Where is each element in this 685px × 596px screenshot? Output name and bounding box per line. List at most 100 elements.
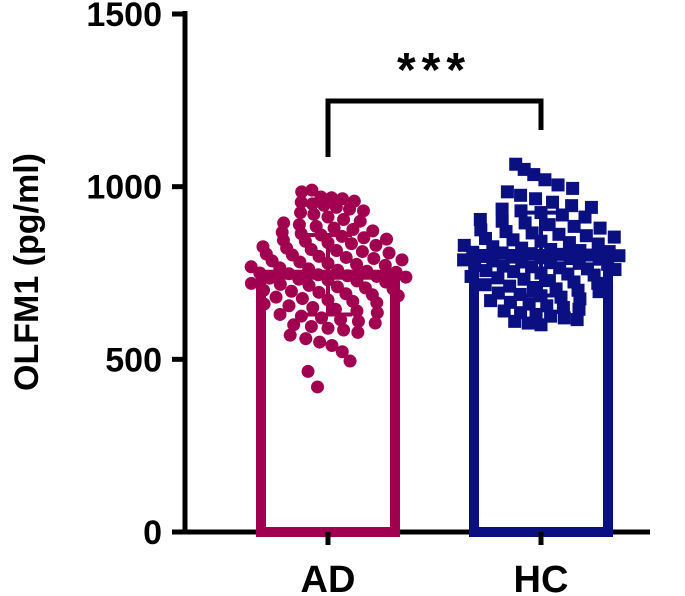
data-point-ad (273, 307, 287, 321)
data-point-hc (557, 311, 571, 325)
data-point-ad (346, 222, 360, 236)
data-point-ad (295, 185, 309, 199)
data-point-ad (299, 332, 313, 346)
data-point-hc (514, 188, 528, 202)
data-point-ad (370, 306, 384, 320)
data-point-ad (312, 249, 326, 263)
data-point-hc (497, 304, 511, 318)
x-tick-label-ad: AD (301, 559, 356, 596)
significance-bracket (325, 98, 544, 157)
x-tick-label-hc: HC (514, 559, 569, 596)
data-point-ad (317, 198, 331, 212)
data-point-ad (337, 323, 351, 337)
data-point-ad (257, 283, 271, 297)
data-point-hc (570, 313, 584, 327)
data-point-ad (370, 296, 384, 310)
data-point-ad (305, 197, 319, 211)
data-point-ad (257, 297, 271, 311)
data-point-ad (366, 224, 380, 238)
data-point-ad (273, 261, 287, 275)
data-point-hc (479, 264, 493, 278)
data-point-ad (337, 212, 351, 226)
data-point-ad (351, 314, 365, 328)
data-point-ad (307, 207, 321, 221)
data-point-hc (464, 269, 478, 283)
error-bars-group (261, 210, 608, 317)
data-point-hc (612, 249, 626, 263)
data-point-hc (546, 195, 560, 209)
data-point-hc (552, 227, 566, 241)
data-point-ad (378, 258, 392, 272)
data-point-hc (518, 216, 532, 230)
data-point-ad (369, 238, 383, 252)
data-point-ad (351, 325, 365, 339)
data-point-hc (495, 214, 509, 228)
data-point-hc (527, 168, 541, 182)
data-point-hc (578, 210, 592, 224)
data-point-hc (484, 294, 498, 308)
x-axis-ticks: AD HC (301, 532, 569, 596)
data-point-hc (579, 229, 593, 243)
data-point-hc (591, 237, 605, 251)
data-point-ad (284, 284, 298, 298)
data-point-ad (293, 255, 307, 269)
data-point-ad (356, 204, 370, 218)
data-point-hc (555, 208, 569, 222)
data-point-hc (495, 202, 509, 216)
data-point-hc (567, 219, 581, 233)
data-point-ad (287, 318, 301, 332)
data-point-ad (294, 206, 308, 220)
data-point-ad (283, 328, 297, 342)
data-point-ad (295, 292, 309, 306)
data-point-ad (294, 195, 308, 209)
data-point-hc (507, 265, 521, 279)
y-axis-ticks: 0 500 1000 1500 (86, 0, 185, 552)
data-point-ad (244, 276, 258, 290)
data-point-hc (566, 181, 580, 195)
data-point-hc (573, 292, 587, 306)
data-point-ad (391, 289, 405, 303)
data-point-hc (540, 299, 554, 313)
data-point-hc (542, 218, 556, 232)
data-point-ad (301, 364, 315, 378)
data-point-ad (343, 354, 357, 368)
data-point-hc (551, 178, 565, 192)
data-point-ad (399, 270, 413, 284)
data-point-hc (521, 316, 535, 330)
significance-label: *** (397, 44, 471, 97)
data-point-ad (321, 321, 335, 335)
data-point-ad (380, 232, 394, 246)
data-point-hc (538, 173, 552, 187)
data-point-ad (368, 316, 382, 330)
data-point-ad (350, 304, 364, 318)
data-point-hc (608, 263, 622, 277)
data-point-ad (302, 278, 316, 292)
data-point-hc (478, 278, 492, 292)
data-point-hc (562, 236, 576, 250)
y-tick-label: 1000 (86, 169, 162, 207)
data-point-ad (395, 253, 409, 267)
data-point-ad (306, 301, 320, 315)
y-axis-label: OLFM1 (pg/ml) (8, 153, 46, 391)
data-point-hc (534, 318, 548, 332)
data-point-hc (529, 192, 543, 206)
data-point-hc (473, 212, 487, 226)
data-point-ad (335, 345, 349, 359)
data-point-ad (339, 250, 353, 264)
data-point-hc (592, 285, 606, 299)
data-point-ad (330, 244, 344, 258)
data-point-ad (273, 277, 287, 291)
data-point-hc (572, 302, 586, 316)
data-point-ad (329, 200, 343, 214)
data-point-ad (305, 183, 319, 197)
data-point-hc (556, 301, 570, 315)
data-point-ad (304, 320, 318, 334)
data-point-ad (343, 202, 357, 216)
data-point-ad (344, 237, 358, 251)
data-point-ad (282, 299, 296, 313)
data-point-ad (350, 257, 364, 271)
y-tick-label: 0 (143, 514, 162, 552)
data-point-ad (327, 221, 341, 235)
data-point-hc (503, 279, 517, 293)
